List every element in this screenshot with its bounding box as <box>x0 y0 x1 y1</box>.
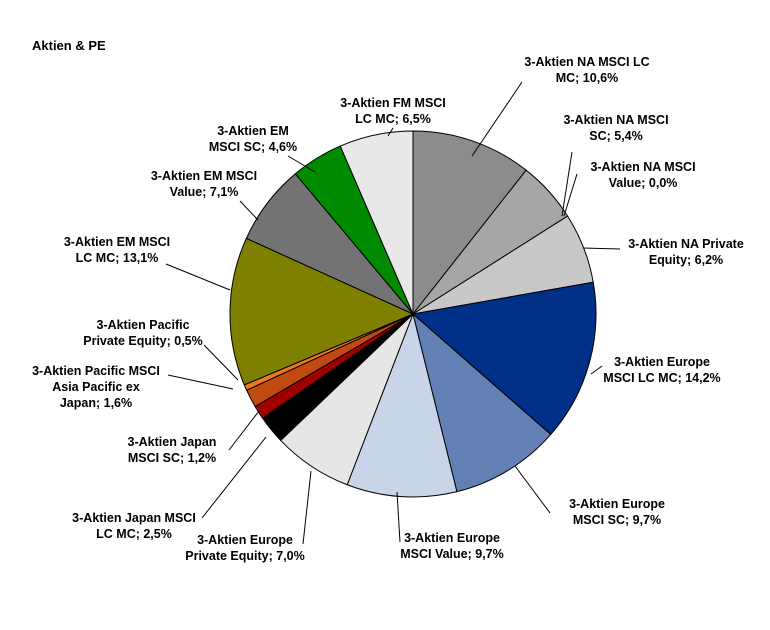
slice-label-line: 3-Aktien Pacific MSCI <box>32 364 160 378</box>
leader-line-3-aktien-europe-private-equity <box>302 470 312 545</box>
leader-line-3-aktien-japan-msci-lc-mc <box>201 436 267 519</box>
leader-line-3-aktien-pacific-private-equity <box>203 344 239 381</box>
slice-label-3-aktien-europe-msci-lc-mc: 3-Aktien Europe MSCI LC MC; 14,2% <box>603 355 720 385</box>
slice-label-line: LC MC; 6,5% <box>355 112 431 126</box>
chart-title: Aktien & PE <box>32 38 106 53</box>
leader-lines <box>165 81 621 545</box>
slice-label-line: 3-Aktien NA MSCI <box>563 113 668 127</box>
slice-label-line: 3-Aktien Europe <box>569 497 665 511</box>
leader-line-3-aktien-pacific-msci-asia-pacific-ex-japan <box>167 374 234 390</box>
pie-slice-3-aktien-europe-msci-lc-mc <box>411 281 597 436</box>
pie-slice-3-aktien-europe-msci-value <box>346 312 458 498</box>
slice-label-line: LC MC; 2,5% <box>96 527 172 541</box>
slice-label-line: 3-Aktien EM MSCI <box>151 169 257 183</box>
slice-label-line: LC MC; 13,1% <box>76 251 159 265</box>
slice-label-line: MSCI LC MC; 14,2% <box>603 371 720 385</box>
slice-label-line: Equity; 6,2% <box>649 253 723 267</box>
slice-label-line: 3-Aktien Japan <box>128 435 217 449</box>
slice-label-3-aktien-na-msci-value: 3-Aktien NA MSCI Value; 0,0% <box>590 160 695 190</box>
leader-line-3-aktien-em-msci-sc <box>287 155 316 173</box>
slice-label-line: 3-Aktien NA MSCI <box>590 160 695 174</box>
slice-label-line: MC; 10,6% <box>556 71 619 85</box>
pie-slice-3-aktien-na-msci-lc-mc <box>412 130 527 316</box>
slice-label-line: Private Equity; 7,0% <box>185 549 305 563</box>
slice-label-3-aktien-em-msci-value: 3-Aktien EM MSCI Value; 7,1% <box>151 169 257 199</box>
slice-label-3-aktien-europe-private-equity: 3-Aktien Europe Private Equity; 7,0% <box>185 533 305 563</box>
slice-label-3-aktien-pacific-msci-asia-pacific-ex-japan: 3-Aktien Pacific MSCI Asia Pacific ex Japa… <box>32 364 160 410</box>
slice-label-line: MSCI SC; 9,7% <box>573 513 661 527</box>
leader-line-3-aktien-fm-msci-lc-mc <box>387 127 394 137</box>
slice-label-line: 3-Aktien Europe <box>614 355 710 369</box>
slice-labels: 3-Aktien NA MSCI LC MC; 10,6%3-Aktien NA … <box>32 55 744 563</box>
slice-label-line: 3-Aktien FM MSCI <box>340 96 446 110</box>
leader-line-3-aktien-japan-msci-sc <box>228 410 260 451</box>
slice-label-3-aktien-na-msci-sc: 3-Aktien NA MSCI SC; 5,4% <box>563 113 668 143</box>
pie-slice-3-aktien-em-msci-lc-mc <box>229 237 415 386</box>
slice-label-line: 3-Aktien EM MSCI <box>64 235 170 249</box>
leader-line-3-aktien-na-msci-value <box>563 173 578 217</box>
slice-label-line: Japan; 1,6% <box>60 396 132 410</box>
slice-label-3-aktien-na-msci-lc-mc: 3-Aktien NA MSCI LC MC; 10,6% <box>524 55 649 85</box>
pie-slice-3-aktien-fm-msci-lc-mc <box>339 130 414 315</box>
slice-label-line: 3-Aktien Europe <box>197 533 293 547</box>
slice-label-line: 3-Aktien NA MSCI LC <box>524 55 649 69</box>
slice-label-line: 3-Aktien NA Private <box>628 237 744 251</box>
slice-label-line: 3-Aktien Europe <box>404 531 500 545</box>
slice-label-3-aktien-em-msci-sc: 3-Aktien EM MSCI SC; 4,6% <box>209 124 297 154</box>
slice-label-3-aktien-pacific-private-equity: 3-Aktien Pacific Private Equity; 0,5% <box>83 318 203 348</box>
slice-label-line: 3-Aktien Japan MSCI <box>72 511 196 525</box>
slice-label-line: 3-Aktien Pacific <box>96 318 189 332</box>
slice-label-line: 3-Aktien EM <box>217 124 289 138</box>
leader-line-3-aktien-na-msci-sc <box>561 151 573 217</box>
slice-label-line: Value; 0,0% <box>609 176 678 190</box>
slice-label-3-aktien-europe-msci-sc: 3-Aktien Europe MSCI SC; 9,7% <box>569 497 665 527</box>
leader-line-3-aktien-europe-msci-lc-mc <box>590 365 603 375</box>
slice-label-line: SC; 5,4% <box>589 129 643 143</box>
slice-label-3-aktien-europe-msci-value: 3-Aktien Europe MSCI Value; 9,7% <box>400 531 504 561</box>
slice-label-line: Asia Pacific ex <box>52 380 140 394</box>
pie-slices <box>229 130 597 498</box>
slice-label-line: Value; 7,1% <box>170 185 239 199</box>
leader-line-3-aktien-na-private-equity <box>582 247 621 250</box>
leader-line-3-aktien-europe-msci-sc <box>514 465 551 514</box>
leader-line-3-aktien-em-msci-lc-mc <box>165 263 231 291</box>
slice-label-line: MSCI Value; 9,7% <box>400 547 504 561</box>
slice-label-line: MSCI SC; 1,2% <box>128 451 216 465</box>
pie-slice-3-aktien-europe-msci-sc <box>412 312 552 493</box>
leader-line-3-aktien-em-msci-value <box>239 200 259 221</box>
slice-label-3-aktien-na-private-equity: 3-Aktien NA Private Equity; 6,2% <box>628 237 744 267</box>
slice-label-3-aktien-em-msci-lc-mc: 3-Aktien EM MSCI LC MC; 13,1% <box>64 235 170 265</box>
slice-label-3-aktien-fm-msci-lc-mc: 3-Aktien FM MSCI LC MC; 6,5% <box>340 96 446 126</box>
slice-label-line: MSCI SC; 4,6% <box>209 140 297 154</box>
slice-label-3-aktien-japan-msci-lc-mc: 3-Aktien Japan MSCI LC MC; 2,5% <box>72 511 196 541</box>
slice-label-3-aktien-japan-msci-sc: 3-Aktien Japan MSCI SC; 1,2% <box>128 435 217 465</box>
leader-line-3-aktien-europe-msci-value <box>396 491 401 543</box>
slice-label-line: Private Equity; 0,5% <box>83 334 203 348</box>
leader-line-3-aktien-na-msci-lc-mc <box>471 81 523 157</box>
